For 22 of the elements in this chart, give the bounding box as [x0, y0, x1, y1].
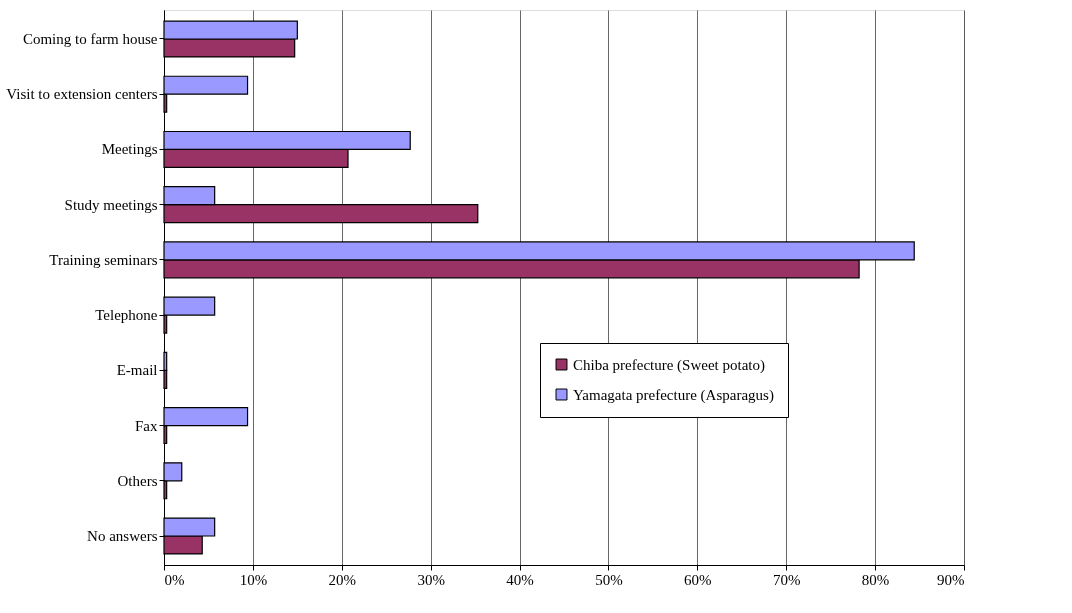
- legend-label: Yamagata prefecture (Asparagus): [573, 386, 774, 404]
- y-tick-label: Visit to extension centers: [6, 86, 158, 103]
- x-tick-label: 0%: [164, 571, 185, 588]
- y-tick-label: No answers: [87, 528, 158, 545]
- y-tick-label: Coming to farm house: [22, 30, 158, 47]
- x-tick-label: 30%: [417, 571, 445, 588]
- y-tick-label: Telephone: [95, 307, 158, 324]
- y-tick-label: Meetings: [101, 141, 158, 158]
- x-tick-label: 60%: [684, 571, 712, 588]
- y-tick-label: E-mail: [116, 362, 158, 379]
- x-tick-label: 10%: [239, 571, 268, 588]
- x-tick-label: 80%: [861, 571, 890, 588]
- y-tick-label: Training seminars: [49, 251, 158, 268]
- legend-label: Chiba prefecture (Sweet potato): [573, 356, 766, 374]
- x-tick-label: 90%: [937, 571, 965, 588]
- x-tick-label: 20%: [328, 571, 357, 588]
- x-tick-label: 70%: [772, 571, 801, 588]
- y-tick-label: Fax: [135, 417, 158, 434]
- x-tick-label: 50%: [595, 571, 623, 588]
- y-tick-label: Others: [117, 472, 158, 489]
- x-tick-label: 40%: [506, 571, 534, 588]
- y-tick-label: Study meetings: [64, 196, 158, 213]
